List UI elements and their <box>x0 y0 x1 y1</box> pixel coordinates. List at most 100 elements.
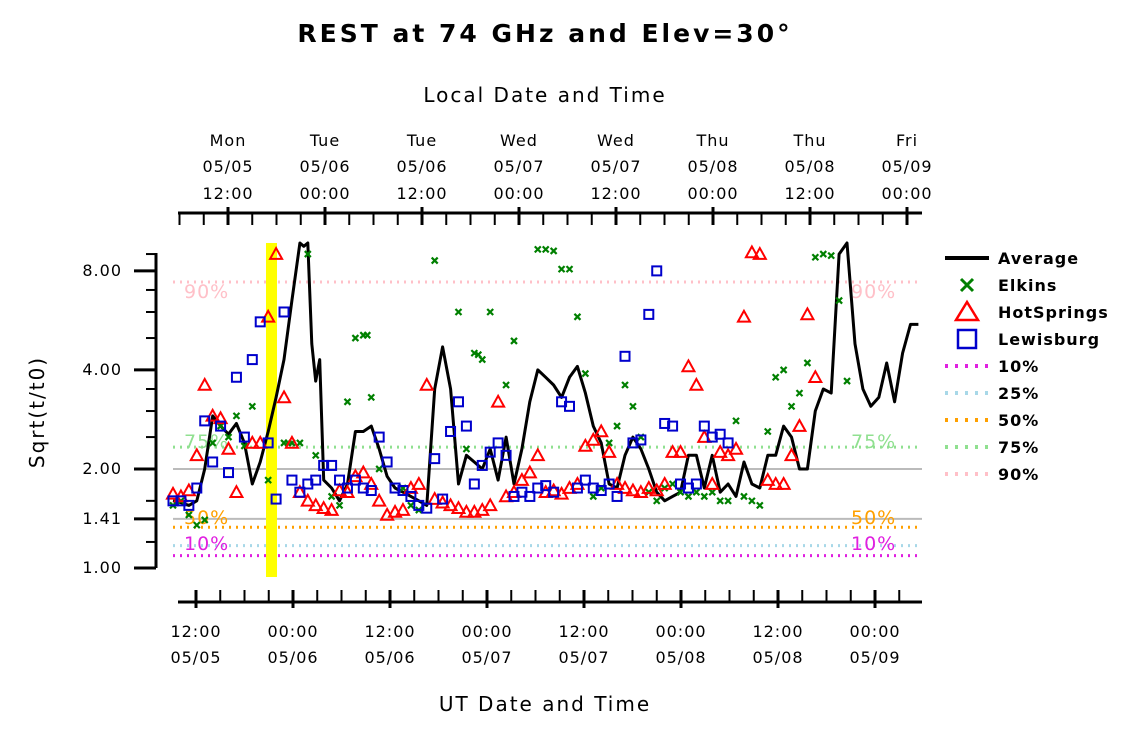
lewisburg-point <box>706 431 718 443</box>
percent-label-right: 75% <box>851 431 896 453</box>
elkins-point <box>605 439 613 447</box>
lewisburg-point <box>365 485 377 497</box>
lewisburg-point <box>310 474 322 486</box>
hotsprings-point <box>791 418 808 432</box>
hotsprings-point <box>419 376 435 391</box>
legend-percentile-label: 75% <box>998 438 1039 457</box>
hotsprings-point <box>807 369 824 384</box>
hotsprings-point <box>450 500 467 514</box>
lewisburg-point <box>611 490 623 502</box>
hotsprings-point <box>434 494 451 509</box>
hotsprings-point <box>323 502 340 516</box>
elkins-point <box>581 369 590 378</box>
hotsprings-point <box>744 244 760 259</box>
x-bottom-label-date: 05/06 <box>267 648 318 667</box>
highlight-band <box>266 243 277 577</box>
lewisburg-point <box>579 474 591 486</box>
elkins-point <box>478 355 487 364</box>
hotsprings-point <box>165 485 181 500</box>
percent-label-left: 90% <box>184 281 229 303</box>
elkins-point <box>200 516 209 524</box>
elkins-point <box>565 265 574 273</box>
lewisburg-point <box>278 306 290 318</box>
elkins-point <box>787 402 796 411</box>
legend-elkins-swatch <box>959 277 975 293</box>
hotsprings-point <box>300 492 316 507</box>
lewisburg-point <box>334 474 346 486</box>
elkins-point <box>193 521 201 529</box>
lewisburg-point <box>643 308 655 320</box>
x-bottom-label-time: 00:00 <box>655 622 706 641</box>
x-bottom-label-date: 05/09 <box>849 648 900 667</box>
elkins-point <box>748 497 756 505</box>
hotsprings-point <box>672 444 689 458</box>
elkins-point <box>375 465 383 473</box>
lewisburg-point <box>207 456 219 468</box>
elkins-point <box>629 402 637 411</box>
hotsprings-point <box>767 475 784 490</box>
x-top-label-time: 00:00 <box>687 184 738 203</box>
lewisburg-point <box>571 482 583 494</box>
lewisburg-point <box>238 431 250 443</box>
elkins-point <box>549 247 558 255</box>
elkins-point <box>771 373 780 382</box>
x-top-label-date: 05/07 <box>493 157 544 176</box>
elkins-point <box>684 492 693 501</box>
chart-title: REST at 74 GHz and Elev=30° <box>297 19 792 48</box>
elkins-point <box>185 511 193 519</box>
hotsprings-point <box>276 389 292 404</box>
elkins-point <box>296 439 304 447</box>
elkins-point <box>621 381 629 389</box>
lewisburg-point <box>254 316 266 328</box>
lewisburg-point <box>429 453 441 465</box>
percentile-labels: 90% 90%75% 75%50% 50%10% 10% <box>184 281 896 555</box>
hotsprings-point <box>189 447 205 462</box>
lewisburg-point <box>215 420 227 432</box>
elkins-point <box>486 308 494 316</box>
x-top-label-day: Tue <box>406 131 437 150</box>
hotsprings-point <box>315 500 332 514</box>
hotsprings-point <box>212 410 229 425</box>
lewisburg-point <box>524 490 536 502</box>
percent-label-right: 10% <box>851 533 896 555</box>
elkins-point <box>589 492 598 501</box>
x-bottom-label-date: 05/08 <box>752 648 803 667</box>
elkins-point <box>232 412 241 420</box>
elkins-point <box>367 393 376 402</box>
hotsprings-point <box>411 475 427 490</box>
hotsprings-point <box>593 423 609 438</box>
percent-label-left: 10% <box>184 533 229 555</box>
x-top-label-time: 00:00 <box>881 184 932 203</box>
elkins-point <box>708 488 717 496</box>
x-top-label-time: 00:00 <box>493 184 544 203</box>
hotsprings-point <box>783 447 800 462</box>
lewisburg-point <box>698 420 710 432</box>
lewisburg-point <box>357 482 369 494</box>
elkins-point <box>763 427 772 436</box>
legend-hotsprings-label: HotSprings <box>998 303 1109 322</box>
lewisburg-point <box>294 486 306 498</box>
hotsprings-point <box>442 497 459 512</box>
lewisburg-point <box>595 485 607 497</box>
hotsprings-point <box>514 472 530 486</box>
percent-label-left: 75% <box>184 431 229 453</box>
x-top-label-time: 12:00 <box>784 184 835 203</box>
hotsprings-point <box>458 503 475 518</box>
hotsprings-point <box>260 308 276 323</box>
lewisburg-point <box>349 474 361 486</box>
x-bottom-label-date: 05/07 <box>461 648 512 667</box>
hotsprings-point <box>617 479 633 494</box>
lewisburg-point <box>484 446 496 458</box>
x-bottom-label-time: 00:00 <box>267 622 318 641</box>
axes: 1.00 1.41 2.00 4.00 8.00 12:00 05/05 00:00 05/06… <box>82 131 932 667</box>
elkins-point <box>779 366 788 374</box>
x-bottom-label-time: 00:00 <box>849 622 900 641</box>
elkins-point <box>724 497 732 505</box>
hotsprings-point <box>712 444 728 458</box>
hotsprings-point <box>530 447 546 462</box>
elkins-point <box>351 334 360 342</box>
elkins-point <box>557 265 566 273</box>
elkins-point <box>732 417 740 425</box>
hotsprings-point <box>775 475 792 490</box>
x-bottom-label-time: 12:00 <box>170 622 221 641</box>
